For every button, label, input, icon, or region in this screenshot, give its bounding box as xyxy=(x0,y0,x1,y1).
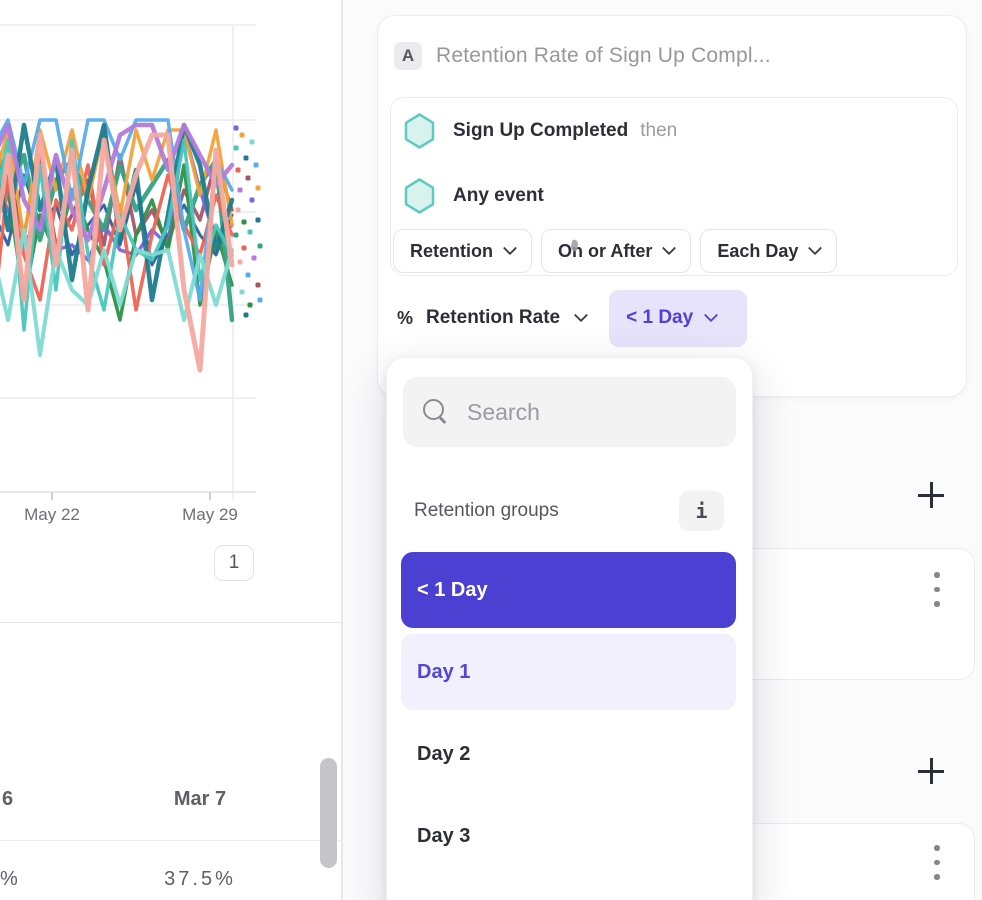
on-or-after-dropdown[interactable]: On or After xyxy=(541,229,692,273)
menu-group-row: Retention groups i xyxy=(414,491,724,531)
chevron-down-icon[interactable] xyxy=(574,308,589,323)
menu-group-label: Retention groups xyxy=(414,500,559,521)
menu-option-day-1[interactable]: Day 1 xyxy=(401,634,736,710)
event-step-1[interactable]: Sign Up Completed then xyxy=(404,113,677,149)
retention-group-value: < 1 Day xyxy=(626,307,694,328)
query-panel-header: A Retention Rate of Sign Up Compl... xyxy=(377,42,771,70)
table-row-divider xyxy=(0,840,341,841)
chevron-down-icon xyxy=(502,241,518,256)
search-icon xyxy=(423,399,449,425)
table-cell-col1: % xyxy=(0,868,21,890)
chart-pane: May 22 May 29 1 6 Mar 7 % 37.5% xyxy=(0,0,341,900)
chevron-down-icon xyxy=(662,241,677,256)
horizontal-scrollbar-thumb[interactable] xyxy=(320,758,337,868)
event-hexagon-icon xyxy=(404,113,435,149)
granularity-dropdown[interactable]: Each Day xyxy=(700,229,838,273)
search-input[interactable] xyxy=(467,398,707,426)
section-divider xyxy=(0,622,341,623)
table-header-col2: Mar 7 xyxy=(173,788,227,810)
menu-option-label: < 1 Day xyxy=(417,578,488,601)
card-menu-icon-1[interactable] xyxy=(934,572,940,616)
event-name: Any event xyxy=(453,185,544,206)
x-axis-label-may29: May 29 xyxy=(182,505,238,524)
menu-search-box xyxy=(403,377,736,447)
metric-dropdown-label: Retention Rate xyxy=(426,307,561,328)
event-hexagon-icon xyxy=(404,178,435,214)
retention-type-dropdown[interactable]: Retention xyxy=(393,229,532,273)
info-icon[interactable]: i xyxy=(679,491,724,531)
add-query-button-2[interactable] xyxy=(917,757,945,785)
percent-icon: % xyxy=(397,307,414,328)
event-step-2[interactable]: Any event xyxy=(404,178,544,214)
table-header-col1: 6 xyxy=(2,788,14,810)
add-query-button-1[interactable] xyxy=(917,481,945,509)
retention-group-menu: Retention groups i < 1 Day Day 1 Day 2 D… xyxy=(386,357,753,900)
event-then-label: then xyxy=(640,120,678,141)
metric-row: % Retention Rate < 1 Day xyxy=(397,289,748,347)
event-name: Sign Up Completed xyxy=(453,120,629,141)
x-axis-label-may22: May 22 xyxy=(24,505,80,524)
pagination-button[interactable]: 1 xyxy=(214,545,254,581)
retention-settings-row: Retention On or After Each Day xyxy=(393,229,838,273)
query-letter-badge: A xyxy=(394,42,422,70)
retention-chart[interactable] xyxy=(0,0,341,500)
menu-option-label: Day 2 xyxy=(417,742,471,765)
menu-option-label: Day 1 xyxy=(417,660,471,683)
query-title[interactable]: Retention Rate of Sign Up Compl... xyxy=(436,44,771,67)
dropdown-label: Retention xyxy=(410,240,493,261)
menu-option-day-2[interactable]: Day 2 xyxy=(401,716,736,792)
pane-divider xyxy=(341,0,343,900)
chevron-down-icon xyxy=(704,308,719,323)
retention-group-dropdown[interactable]: < 1 Day xyxy=(609,289,748,347)
dropdown-label: Each Day xyxy=(717,240,799,261)
event-steps-card: Sign Up Completed then Any event Retenti… xyxy=(390,97,958,276)
dropdown-label: On or After xyxy=(558,240,653,261)
table-cell-col2: 37.5% xyxy=(164,868,236,890)
card-menu-icon-2[interactable] xyxy=(934,845,940,889)
menu-option-lt-1-day[interactable]: < 1 Day xyxy=(401,552,736,628)
menu-option-label: Day 3 xyxy=(417,824,471,847)
menu-option-day-3[interactable]: Day 3 xyxy=(401,798,736,874)
chevron-down-icon xyxy=(808,241,823,256)
